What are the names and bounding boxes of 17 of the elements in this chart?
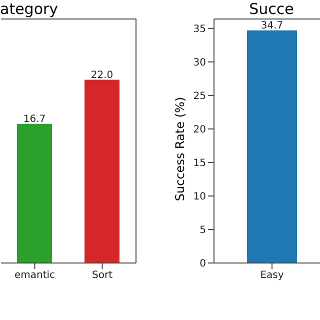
y-tick-label: 5 [200,225,206,236]
data-label: 22.0 [90,70,114,81]
data-label: 34.7 [260,20,284,32]
y-axis-title: Success Rate (%) [173,96,187,204]
x-tick-label: Easy [260,270,284,282]
chart-title: ategory [0,0,60,18]
y-tick-label: 10 [193,192,206,203]
data-label: 16.7 [23,114,46,125]
x-tick-label: Sort [92,270,113,282]
chart-title: Succe [248,0,295,18]
y-tick-label: 25 [193,90,206,102]
y-tick-label: 15 [193,158,206,169]
y-tick-label: 35 [193,24,206,35]
x-tick-label: emantic [14,270,56,282]
y-tick-label: 0 [200,258,206,270]
y-tick-label: 20 [193,124,206,136]
y-tick-label: 30 [193,57,206,68]
